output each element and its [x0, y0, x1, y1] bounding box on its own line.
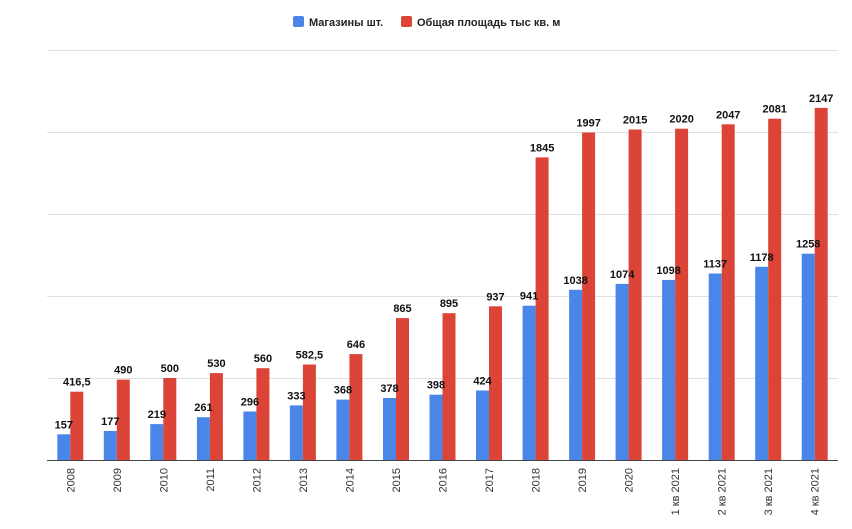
label-area-15: 2081 — [762, 104, 786, 116]
label-stores-13: 1098 — [656, 265, 680, 277]
label-area-16: 2147 — [809, 93, 833, 105]
label-area-8: 895 — [440, 298, 458, 310]
bar-stores-6 — [336, 399, 350, 460]
bar-area-9 — [489, 306, 502, 460]
data-labels: 157 416,5 177 490 219 500 261 530 296 560 333 582,5… — [55, 93, 834, 431]
bar-area-5 — [302, 364, 316, 460]
label-area-9: 937 — [486, 291, 504, 303]
label-area-6: 646 — [347, 339, 365, 351]
x-tick-label-7: 2015 — [391, 468, 403, 492]
label-area-13: 2020 — [669, 114, 693, 126]
label-area-11: 1997 — [576, 118, 600, 130]
bar-stores-0 — [57, 434, 71, 460]
bar-area-2 — [163, 378, 177, 460]
label-area-0: 416,5 — [63, 377, 91, 389]
x-tick-label-10: 2018 — [531, 468, 543, 492]
label-stores-7: 378 — [380, 383, 398, 395]
label-stores-0: 157 — [55, 419, 73, 431]
bar-stores-16 — [801, 253, 815, 460]
label-stores-3: 261 — [194, 402, 212, 414]
label-stores-16: 1258 — [796, 239, 820, 251]
bar-area-0 — [70, 391, 84, 460]
x-tick-label-0: 2008 — [65, 468, 77, 492]
gridlines — [47, 50, 838, 379]
bar-stores-3 — [196, 417, 210, 460]
x-axis: 2008 2009 2010 2011 2012 2013 2014 2015 2016 2017… — [47, 460, 838, 515]
bar-area-7 — [396, 318, 409, 460]
bar-stores-1 — [103, 431, 117, 460]
label-stores-11: 1038 — [563, 275, 587, 287]
x-tick-label-12: 2020 — [624, 468, 636, 492]
legend-label-1: Общая площадь тыс кв. м — [417, 17, 560, 29]
bar-stores-15 — [755, 266, 769, 460]
label-stores-5: 333 — [287, 390, 305, 402]
bar-area-12 — [628, 129, 642, 460]
label-area-7: 865 — [393, 303, 411, 315]
bar-area-4 — [256, 368, 270, 460]
x-tick-label-8: 2016 — [438, 468, 450, 492]
bar-area-14 — [721, 124, 735, 461]
x-tick-label-3: 2011 — [205, 468, 217, 492]
label-area-10: 1845 — [530, 142, 554, 154]
x-tick-label-14: 2 кв 2021 — [717, 468, 729, 515]
label-stores-8: 398 — [427, 380, 445, 392]
bar-area-3 — [209, 373, 223, 460]
x-tick-label-6: 2014 — [344, 468, 356, 492]
bar-stores-14 — [708, 273, 722, 460]
label-stores-15: 1178 — [750, 252, 774, 264]
x-tick-label-4: 2012 — [251, 468, 263, 492]
bar-stores-11 — [569, 289, 583, 460]
bar-area-10 — [535, 157, 549, 460]
bar-stores-13 — [662, 279, 676, 460]
x-tick-label-15: 3 кв 2021 — [763, 468, 775, 515]
label-area-3: 530 — [207, 358, 225, 370]
bar-stores-2 — [150, 424, 164, 460]
bar-stores-12 — [615, 283, 629, 460]
label-stores-14: 1137 — [703, 259, 727, 271]
bars — [57, 107, 828, 461]
bar-stores-7 — [383, 398, 396, 460]
label-stores-10: 941 — [520, 291, 538, 303]
x-tick-label-13: 1 кв 2021 — [670, 468, 682, 515]
label-stores-12: 1074 — [610, 269, 635, 281]
x-tick-label-1: 2009 — [112, 468, 124, 492]
bar-area-1 — [116, 379, 130, 460]
label-stores-6: 368 — [334, 385, 352, 397]
bar-stores-5 — [289, 405, 303, 460]
label-stores-4: 296 — [241, 397, 259, 409]
legend-label-0: Магазины шт. — [309, 17, 383, 29]
label-area-14: 2047 — [716, 109, 740, 121]
x-tick-label-2: 2010 — [158, 468, 170, 492]
legend-swatch-1 — [401, 16, 412, 27]
legend: Магазины шт. Общая площадь тыс кв. м — [293, 16, 560, 29]
label-stores-9: 424 — [473, 376, 492, 388]
x-tick-label-9: 2017 — [484, 468, 496, 492]
label-area-2: 500 — [161, 363, 179, 375]
bar-stores-10 — [522, 305, 536, 460]
bar-stores-4 — [243, 411, 257, 460]
label-area-1: 490 — [114, 365, 132, 377]
label-area-4: 560 — [254, 353, 272, 365]
bar-area-15 — [768, 118, 782, 460]
bar-area-11 — [582, 132, 596, 460]
bar-area-6 — [349, 354, 363, 460]
x-tick-label-11: 2019 — [577, 468, 589, 492]
label-stores-1: 177 — [101, 416, 119, 428]
bar-area-8 — [442, 313, 456, 460]
bar-area-16 — [814, 107, 828, 461]
bar-area-13 — [675, 128, 689, 460]
label-area-12: 2015 — [623, 115, 647, 127]
bar-stores-9 — [476, 390, 489, 460]
bar-stores-8 — [429, 394, 443, 460]
label-stores-2: 219 — [148, 409, 166, 421]
x-tick-label-5: 2013 — [298, 468, 310, 492]
legend-swatch-0 — [293, 16, 304, 27]
label-area-5: 582,5 — [296, 350, 324, 362]
x-tick-label-16: 4 кв 2021 — [810, 468, 822, 515]
